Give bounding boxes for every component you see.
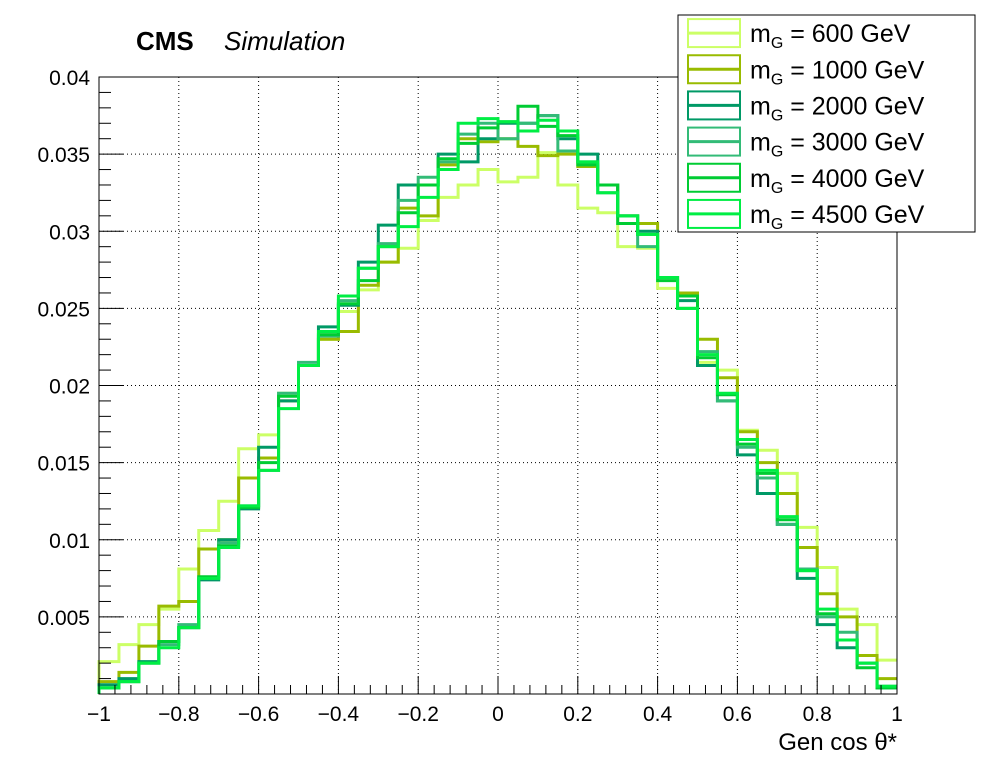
x-tick-label: −0.4 [318, 703, 360, 726]
y-tick-label: 0.03 [49, 221, 90, 244]
y-tick-label: 0.025 [37, 298, 90, 321]
x-tick-label: −0.6 [238, 703, 279, 726]
y-tick-label: 0.015 [37, 453, 90, 476]
x-tick-label: −0.8 [158, 703, 199, 726]
legend-entry-label: mG = 3000 GeV [750, 129, 925, 161]
x-tick-label: −1 [87, 703, 111, 726]
x-tick-label: 0.6 [723, 703, 752, 726]
legend-entry-label: mG = 4000 GeV [750, 165, 925, 197]
y-tick-label: 0.01 [49, 530, 90, 553]
cms-label: CMS [136, 26, 194, 56]
simulation-label: Simulation [224, 26, 345, 56]
x-tick-labels: −1 −0.8 −0.6 −0.4 −0.2 0 0.2 0.4 0.6 0.8 1 [87, 703, 903, 726]
x-tick-label: 0.4 [643, 703, 673, 726]
x-tick-label: 1 [891, 703, 903, 726]
legend-entry-label: mG = 600 GeV [750, 20, 911, 52]
series-line-6 [97, 117, 897, 694]
legend-entry-label: mG = 2000 GeV [750, 92, 925, 124]
y-tick-label: 0.005 [37, 607, 90, 630]
legend: mG = 600 GeV mG = 1000 GeV mG = 2000 GeV mG… [677, 14, 976, 233]
legend-box [677, 14, 976, 233]
y-tick-labels: 0.005 0.01 0.015 0.02 0.025 0.03 0.035 0.04 [37, 67, 90, 630]
x-tick-label: 0.2 [563, 703, 592, 726]
series-layer [97, 104, 897, 694]
x-tick-label: −0.2 [397, 703, 438, 726]
y-tick-label: 0.035 [37, 144, 90, 167]
legend-entry-label: mG = 4500 GeV [750, 201, 925, 233]
y-tick-label: 0.04 [49, 67, 90, 90]
legend-entry-label: mG = 1000 GeV [750, 56, 925, 88]
x-tick-label: 0 [492, 703, 504, 726]
y-tick-label: 0.02 [49, 376, 90, 399]
x-axis-title: Gen cos θ* [778, 729, 897, 756]
x-tick-label: 0.8 [803, 703, 832, 726]
axis-ticks [98, 76, 898, 694]
